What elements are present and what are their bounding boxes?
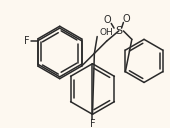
Text: O: O [104,15,111,25]
Text: F: F [24,36,29,46]
Text: O: O [122,14,130,24]
Text: S: S [115,26,122,36]
Text: OH: OH [99,28,113,37]
Text: F: F [90,119,95,128]
